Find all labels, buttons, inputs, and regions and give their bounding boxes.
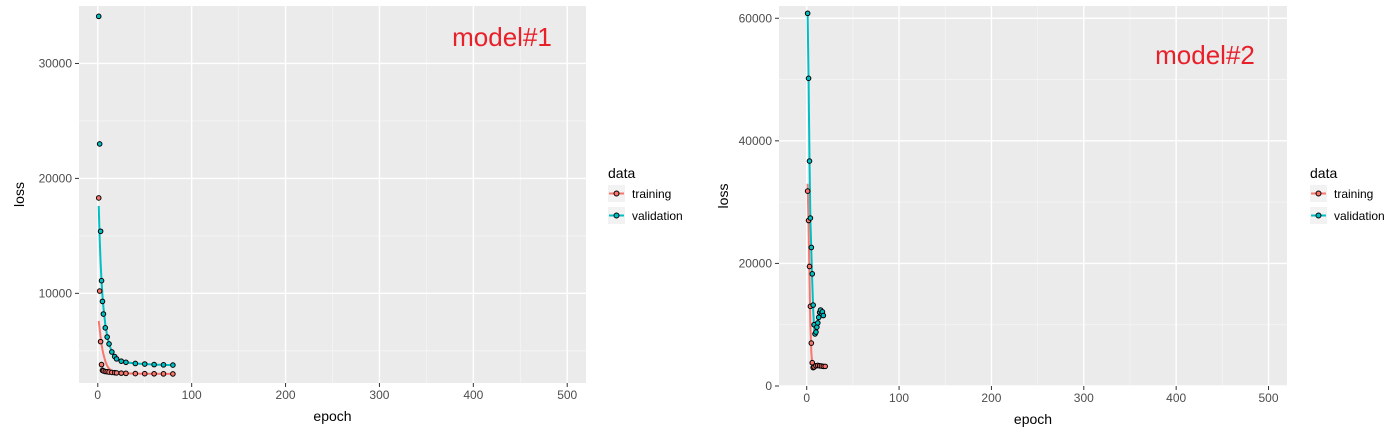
data-point-validation bbox=[804, 10, 811, 17]
x-tick-label: 200 bbox=[981, 391, 1001, 405]
data-point-training bbox=[113, 370, 120, 376]
legend-title: data bbox=[608, 165, 635, 181]
data-point-training bbox=[808, 340, 815, 346]
y-axis-title: loss bbox=[11, 182, 27, 207]
x-axis-title: epoch bbox=[1014, 411, 1052, 427]
data-point-validation bbox=[805, 75, 812, 82]
data-point-validation bbox=[102, 325, 109, 331]
data-point-validation bbox=[97, 228, 104, 235]
plot-area bbox=[804, 10, 828, 371]
y-tick-label: 20000 bbox=[39, 171, 73, 185]
data-point-validation bbox=[100, 311, 107, 317]
x-tick-label: 100 bbox=[889, 391, 909, 405]
model-annotation: model#2 bbox=[1155, 40, 1255, 70]
legend-key-point-validation bbox=[1315, 212, 1322, 219]
model-annotation: model#1 bbox=[452, 22, 552, 52]
x-tick-label: 500 bbox=[557, 388, 577, 402]
y-tick-label: 20000 bbox=[739, 256, 773, 270]
x-tick-label: 100 bbox=[182, 388, 202, 402]
data-point-validation bbox=[170, 362, 176, 368]
plot-panel bbox=[779, 6, 1287, 386]
data-point-validation bbox=[807, 215, 814, 221]
x-tick-label: 300 bbox=[369, 388, 389, 402]
chart-model-2: 0 100 200 300 400 500 0 20000 40000 60000 epoch los… bbox=[715, 6, 1385, 427]
data-point-training bbox=[822, 363, 828, 370]
x-axis-title: epoch bbox=[313, 408, 351, 424]
data-point-validation bbox=[123, 359, 129, 366]
data-point-training bbox=[98, 361, 105, 368]
y-tick-label: 40000 bbox=[739, 134, 773, 148]
data-point-validation bbox=[104, 334, 110, 340]
data-point-training bbox=[804, 188, 811, 194]
data-point-validation bbox=[810, 302, 816, 308]
data-point-validation bbox=[820, 312, 827, 319]
data-point-validation bbox=[96, 141, 103, 147]
legend-key-point-validation bbox=[613, 212, 620, 219]
legend-key-point-training bbox=[1315, 190, 1322, 197]
y-tick-label: 0 bbox=[765, 379, 772, 393]
data-point-validation bbox=[113, 356, 120, 362]
legend-title: data bbox=[1310, 165, 1337, 181]
data-point-validation bbox=[814, 320, 821, 326]
x-tick-label: 200 bbox=[276, 388, 296, 402]
data-point-validation bbox=[160, 362, 167, 368]
data-point-validation bbox=[808, 244, 815, 251]
data-point-validation bbox=[809, 271, 816, 277]
y-tick-label: 10000 bbox=[39, 286, 73, 300]
data-point-validation bbox=[806, 158, 813, 164]
data-point-validation bbox=[151, 361, 157, 368]
data-point-validation bbox=[98, 277, 105, 284]
plot-area bbox=[95, 13, 176, 377]
data-point-validation bbox=[95, 13, 102, 20]
legend-label-training: training bbox=[632, 187, 671, 201]
legend-key-point-training bbox=[613, 190, 620, 197]
data-point-training bbox=[806, 263, 813, 270]
data-point-validation bbox=[813, 329, 819, 335]
x-tick-label: 400 bbox=[463, 388, 483, 402]
data-point-training bbox=[170, 371, 176, 377]
data-point-training bbox=[132, 370, 139, 377]
legend-label-validation: validation bbox=[1334, 209, 1385, 223]
legend-label-validation: validation bbox=[632, 209, 683, 223]
data-point-training bbox=[160, 371, 167, 377]
data-point-training bbox=[96, 288, 103, 294]
data-point-training bbox=[118, 370, 125, 376]
data-point-validation bbox=[106, 341, 112, 347]
x-tick-label: 500 bbox=[1259, 391, 1279, 405]
chart-model-1: 0 100 200 300 400 500 10000 20000 30000 epoch loss… bbox=[11, 6, 683, 424]
x-tick-label: 400 bbox=[1166, 391, 1186, 405]
y-tick-label: 60000 bbox=[739, 11, 773, 25]
data-point-training bbox=[141, 370, 148, 377]
x-tick-label: 300 bbox=[1074, 391, 1094, 405]
data-point-validation bbox=[118, 358, 125, 364]
data-point-training bbox=[123, 370, 129, 377]
data-point-training bbox=[151, 371, 157, 377]
data-point-validation bbox=[99, 298, 106, 305]
data-point-validation bbox=[141, 361, 148, 367]
x-tick-label: 0 bbox=[94, 388, 101, 402]
data-point-training bbox=[95, 195, 102, 201]
data-point-training bbox=[97, 338, 104, 345]
data-point-validation bbox=[132, 360, 139, 367]
legend-label-training: training bbox=[1334, 187, 1373, 201]
y-tick-label: 30000 bbox=[39, 56, 73, 70]
x-tick-label: 0 bbox=[803, 391, 810, 405]
y-axis-title: loss bbox=[715, 184, 731, 209]
data-point-validation bbox=[109, 349, 115, 355]
